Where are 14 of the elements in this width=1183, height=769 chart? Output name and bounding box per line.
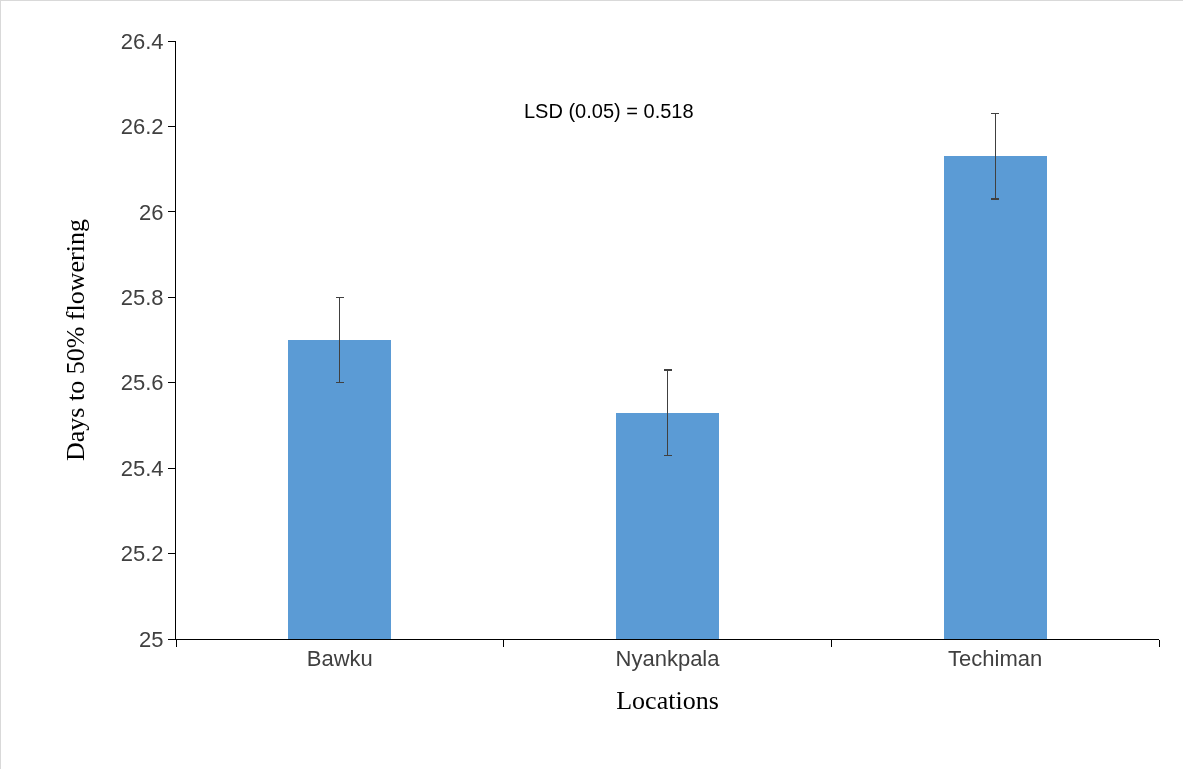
y-tick-label: 25.8 [120,284,164,310]
y-tick-label: 25 [139,626,164,652]
y-tick-label: 26.4 [120,28,164,54]
y-tick-label: 26.2 [120,114,164,140]
y-tick-label: 25.4 [120,455,164,481]
x-tick-label: Nyankpala [615,646,721,672]
y-tick-label: 25.2 [120,541,164,567]
y-tick-label: 26 [139,199,164,225]
x-tick-label: Techiman [948,646,1043,672]
x-tick-label: Bawku [306,646,373,672]
x-axis-title: Locations [616,686,719,716]
annotation: LSD (0.05) = 0.518 [524,100,694,122]
y-axis-title: Days to 50% flowering [61,219,91,461]
y-tick-label: 25.6 [120,370,164,396]
